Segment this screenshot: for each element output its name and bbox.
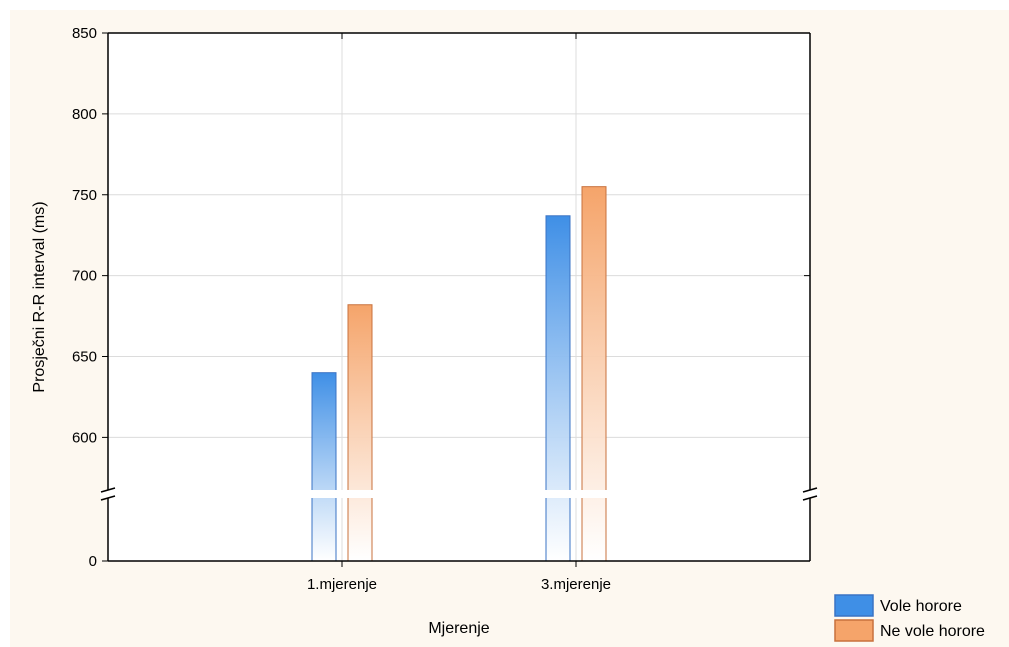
axis-break-band <box>100 490 820 498</box>
y-tick-label: 0 <box>89 553 97 570</box>
legend-swatch <box>834 594 874 617</box>
legend-label: Vole horore <box>880 598 962 615</box>
y-tick-label: 650 <box>72 349 97 366</box>
x-axis-title: Mjerenje <box>428 620 489 637</box>
y-tick-labels: 0 600 650 700 750 800 850 <box>72 25 97 570</box>
axis-break-mark <box>802 495 818 501</box>
x-tick-label: 3.mjerenje <box>541 576 611 593</box>
y-tick-label: 800 <box>72 106 97 123</box>
axis-break-mark <box>100 487 116 493</box>
legend-swatch <box>834 619 874 642</box>
plot-area <box>108 33 810 561</box>
ticks <box>102 32 810 567</box>
y-tick-label: 850 <box>72 25 97 42</box>
bar <box>347 304 373 562</box>
axis-break-mark <box>100 495 116 501</box>
y-axis-title: Prosječni R-R interval (ms) <box>31 201 48 392</box>
x-tick-label: 1.mjerenje <box>307 576 377 593</box>
grid <box>108 33 810 561</box>
legend-label: Ne vole horore <box>880 623 985 640</box>
y-tick-label: 750 <box>72 187 97 204</box>
x-tick-labels: 1.mjerenje 3.mjerenje <box>307 576 611 593</box>
legend: Vole horore Ne vole horore <box>834 594 985 642</box>
axis-break-mark <box>802 487 818 493</box>
bar <box>581 186 607 562</box>
bar <box>311 372 337 562</box>
y-tick-label: 600 <box>72 429 97 446</box>
plot-frame <box>100 32 818 562</box>
bar <box>545 215 571 562</box>
y-tick-label: 700 <box>72 268 97 285</box>
